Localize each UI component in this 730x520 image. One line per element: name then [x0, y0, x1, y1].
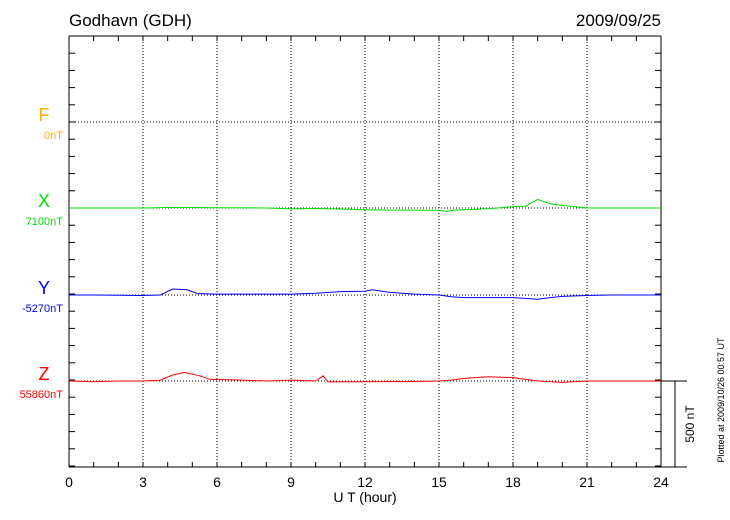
plotted-note: Plotted at 2009/10/26 00:57 UT	[716, 337, 726, 463]
scale-bar-label: 500 nT	[683, 405, 697, 443]
x-tick-label: 9	[287, 474, 295, 490]
series-name-y: Y	[38, 278, 50, 298]
x-axis-label: U T (hour)	[333, 489, 396, 505]
x-tick-label: 3	[139, 474, 147, 490]
series-name-f: F	[39, 105, 50, 125]
series-name-z: Z	[39, 364, 50, 384]
series-line-y	[69, 288, 661, 300]
series-name-x: X	[38, 191, 50, 211]
series-line-z	[68, 371, 661, 383]
x-tick-label: 15	[431, 474, 447, 490]
chart-date: 2009/09/25	[576, 11, 661, 30]
x-tick-label: 24	[653, 474, 669, 490]
chart-title: Godhavn (GDH)	[69, 11, 192, 30]
x-tick-label: 0	[65, 474, 73, 490]
x-tick-label: 21	[579, 474, 595, 490]
baseline-label-f: 0nT	[44, 130, 63, 142]
series-line-x	[69, 198, 661, 212]
x-tick-label: 18	[505, 474, 521, 490]
baseline-label-z: 55860nT	[20, 389, 64, 401]
grid	[69, 36, 661, 467]
series-labels: F 0nT X 7100nT Y -5270nT Z 55860nT	[20, 105, 64, 401]
series-group	[68, 198, 661, 383]
baseline-label-x: 7100nT	[26, 216, 64, 228]
x-tick-label: 12	[357, 474, 373, 490]
baseline-label-y: -5270nT	[22, 303, 63, 315]
x-tick-label: 6	[213, 474, 221, 490]
axes: 0 3 6 9 12 15 18 21 24	[65, 35, 687, 490]
